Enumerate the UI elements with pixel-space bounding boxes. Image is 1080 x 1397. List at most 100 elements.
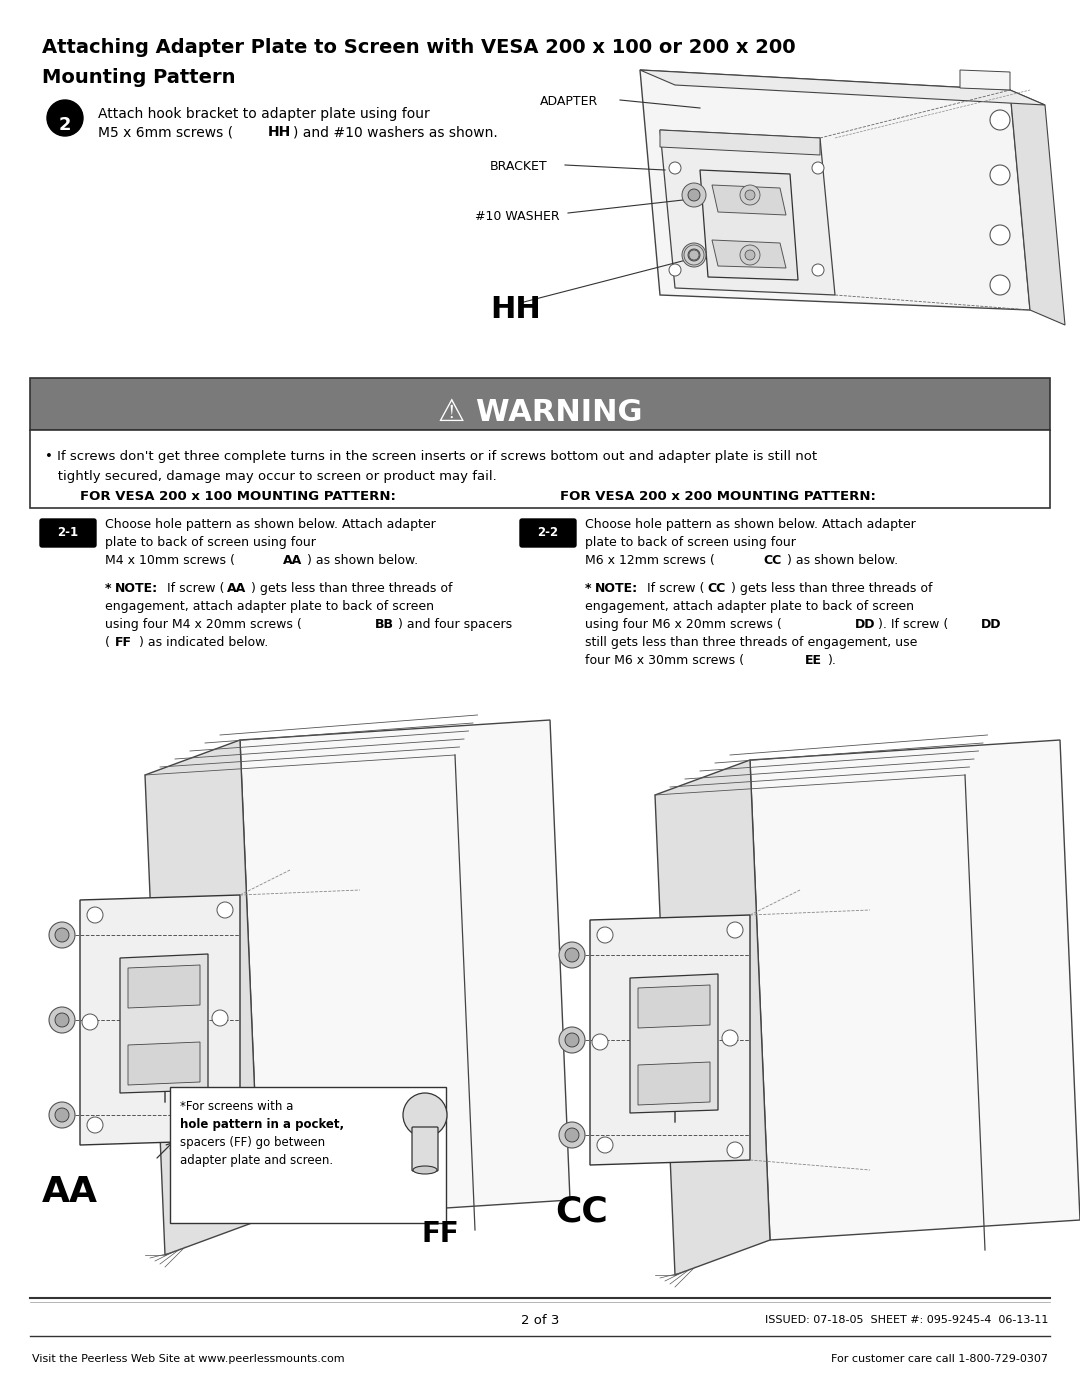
Ellipse shape — [413, 1166, 437, 1173]
Text: BRACKET: BRACKET — [490, 161, 548, 173]
Text: Choose hole pattern as shown below. Attach adapter: Choose hole pattern as shown below. Atta… — [585, 518, 916, 531]
Text: FF: FF — [422, 1220, 460, 1248]
Text: Mounting Pattern: Mounting Pattern — [42, 68, 235, 87]
Polygon shape — [750, 740, 1080, 1241]
Polygon shape — [145, 740, 260, 1255]
Circle shape — [990, 225, 1010, 244]
Circle shape — [49, 922, 75, 949]
Text: adapter plate and screen.: adapter plate and screen. — [180, 1154, 333, 1166]
Circle shape — [681, 243, 706, 267]
Circle shape — [745, 190, 755, 200]
Circle shape — [565, 1127, 579, 1141]
Text: M5 x 6mm screws (: M5 x 6mm screws ( — [98, 124, 233, 138]
Text: four M6 x 30mm screws (: four M6 x 30mm screws ( — [585, 654, 744, 666]
Text: (: ( — [105, 636, 110, 650]
Circle shape — [87, 1118, 103, 1133]
Circle shape — [212, 1010, 228, 1025]
Text: ) as shown below.: ) as shown below. — [787, 555, 899, 567]
Text: *For screens with a: *For screens with a — [180, 1099, 294, 1113]
Circle shape — [990, 110, 1010, 130]
Text: If screw (: If screw ( — [643, 583, 704, 595]
Text: ) gets less than three threads of: ) gets less than three threads of — [731, 583, 932, 595]
Text: engagement, attach adapter plate to back of screen: engagement, attach adapter plate to back… — [585, 599, 914, 613]
FancyBboxPatch shape — [170, 1087, 446, 1222]
Circle shape — [217, 1122, 233, 1139]
Polygon shape — [638, 985, 710, 1028]
Circle shape — [745, 250, 755, 260]
Circle shape — [684, 244, 704, 265]
Circle shape — [403, 1092, 447, 1137]
Text: M6 x 12mm screws (: M6 x 12mm screws ( — [585, 555, 715, 567]
Polygon shape — [120, 954, 208, 1092]
Circle shape — [49, 1007, 75, 1032]
Polygon shape — [240, 719, 570, 1220]
Text: Visit the Peerless Web Site at www.peerlessmounts.com: Visit the Peerless Web Site at www.peerl… — [32, 1354, 345, 1363]
Polygon shape — [712, 184, 786, 215]
Text: HH: HH — [490, 295, 541, 324]
Circle shape — [55, 1108, 69, 1122]
Circle shape — [723, 1030, 738, 1046]
Circle shape — [669, 162, 681, 175]
Circle shape — [55, 1013, 69, 1027]
Polygon shape — [590, 915, 750, 1165]
Text: hole pattern in a pocket,: hole pattern in a pocket, — [180, 1118, 345, 1132]
Polygon shape — [640, 70, 1030, 310]
Circle shape — [597, 1137, 613, 1153]
Circle shape — [681, 183, 706, 207]
Text: DD: DD — [855, 617, 876, 631]
Polygon shape — [660, 130, 820, 155]
Circle shape — [689, 250, 699, 260]
Circle shape — [688, 189, 700, 201]
Text: ).: ). — [828, 654, 837, 666]
Circle shape — [48, 101, 83, 136]
Polygon shape — [700, 170, 798, 279]
Text: Choose hole pattern as shown below. Attach adapter: Choose hole pattern as shown below. Atta… — [105, 518, 435, 531]
Text: NOTE:: NOTE: — [114, 583, 158, 595]
Circle shape — [727, 922, 743, 937]
Text: Attaching Adapter Plate to Screen with VESA 200 x 100 or 200 x 200: Attaching Adapter Plate to Screen with V… — [42, 38, 796, 57]
Text: AA: AA — [42, 1175, 98, 1208]
Text: tightly secured, damage may occur to screen or product may fail.: tightly secured, damage may occur to scr… — [45, 469, 497, 483]
Text: M4 x 10mm screws (: M4 x 10mm screws ( — [105, 555, 234, 567]
FancyBboxPatch shape — [40, 520, 96, 548]
Circle shape — [990, 275, 1010, 295]
Circle shape — [740, 184, 760, 205]
Text: *: * — [105, 583, 111, 595]
Circle shape — [727, 1141, 743, 1158]
Text: ISSUED: 07-18-05  SHEET #: 095-9245-4  06-13-11: ISSUED: 07-18-05 SHEET #: 095-9245-4 06-… — [765, 1315, 1048, 1324]
Text: using four M6 x 20mm screws (: using four M6 x 20mm screws ( — [585, 617, 782, 631]
Text: AA: AA — [283, 555, 302, 567]
Polygon shape — [129, 965, 200, 1009]
Circle shape — [82, 1014, 98, 1030]
Text: 2-2: 2-2 — [538, 527, 558, 539]
FancyBboxPatch shape — [519, 520, 576, 548]
Text: using four M4 x 20mm screws (: using four M4 x 20mm screws ( — [105, 617, 301, 631]
Text: FOR VESA 200 x 200 MOUNTING PATTERN:: FOR VESA 200 x 200 MOUNTING PATTERN: — [561, 490, 876, 503]
Text: ) gets less than three threads of: ) gets less than three threads of — [251, 583, 453, 595]
Text: engagement, attach adapter plate to back of screen: engagement, attach adapter plate to back… — [105, 599, 434, 613]
Circle shape — [740, 244, 760, 265]
Text: 2: 2 — [58, 116, 71, 134]
Text: If screw (: If screw ( — [163, 583, 225, 595]
Text: ⚠ WARNING: ⚠ WARNING — [437, 398, 643, 426]
Text: AA: AA — [227, 583, 246, 595]
Text: spacers (FF) go between: spacers (FF) go between — [180, 1136, 325, 1148]
Text: BB: BB — [375, 617, 394, 631]
Text: #10 WASHER: #10 WASHER — [475, 210, 559, 224]
Text: CC: CC — [762, 555, 781, 567]
Circle shape — [49, 1102, 75, 1127]
Text: plate to back of screen using four: plate to back of screen using four — [105, 536, 315, 549]
Text: plate to back of screen using four: plate to back of screen using four — [585, 536, 796, 549]
Text: CC: CC — [555, 1194, 608, 1229]
Text: ) as shown below.: ) as shown below. — [307, 555, 418, 567]
Circle shape — [559, 1027, 585, 1053]
Polygon shape — [660, 130, 835, 295]
Polygon shape — [129, 1042, 200, 1085]
Text: 2-1: 2-1 — [57, 527, 79, 539]
Text: Attach hook bracket to adapter plate using four: Attach hook bracket to adapter plate usi… — [98, 108, 430, 122]
Polygon shape — [654, 760, 770, 1275]
Text: EE: EE — [805, 654, 822, 666]
Text: HH: HH — [268, 124, 292, 138]
FancyBboxPatch shape — [30, 379, 1050, 430]
Circle shape — [565, 1032, 579, 1046]
